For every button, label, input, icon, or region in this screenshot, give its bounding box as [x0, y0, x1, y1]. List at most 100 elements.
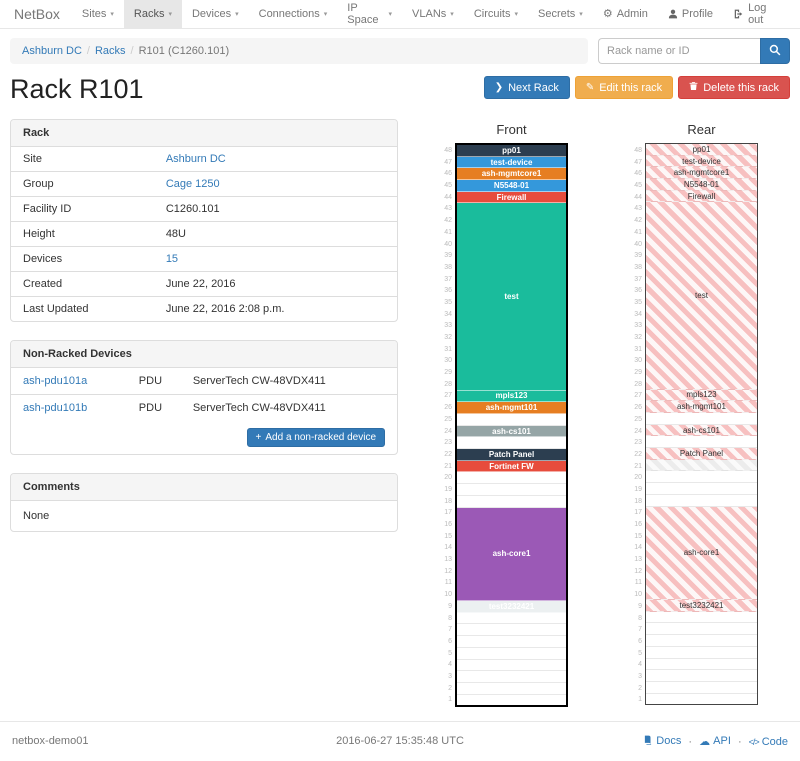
unit-number: 12 [634, 567, 642, 575]
rack-unit-empty [646, 471, 757, 484]
unit-number: 43 [634, 205, 642, 213]
rack-elevations: Front 48 47 46 45 44 43 42 41 40 39 38 37 36 35 34 33 32… [410, 119, 790, 707]
nav-item-vlans[interactable]: VLANs ▾ [402, 0, 464, 28]
rack-device-test[interactable]: test [646, 202, 757, 390]
unit-number: 19 [634, 485, 642, 493]
unit-number: 28 [634, 380, 642, 388]
rack-device-firewall[interactable]: Firewall [646, 190, 757, 203]
code-icon: </> [748, 736, 760, 747]
unit-number: 37 [444, 275, 452, 283]
rack-device-test-device[interactable]: test-device [646, 155, 757, 168]
page-footer: netbox-demo01 2016-06-27 15:35:48 UTC Do… [0, 720, 800, 761]
unit-number: 7 [638, 626, 642, 634]
rack-device-ash-core1[interactable]: ash-core1 [646, 506, 757, 601]
search-button[interactable] [760, 38, 790, 64]
attribute-value-link[interactable]: Cage 1250 [165, 178, 220, 190]
unit-number: 27 [634, 392, 642, 400]
rack-device-ash-mgmtcore1[interactable]: ash-mgmtcore1 [457, 168, 566, 181]
rack-device-patch-panel[interactable]: Patch Panel [646, 448, 757, 460]
nav-item-racks[interactable]: Racks ▾ [123, 0, 182, 28]
app-brand[interactable]: NetBox [14, 6, 60, 22]
docs-link[interactable]: Docs [643, 735, 681, 748]
rack-device-n5548-01[interactable]: N5548-01 [646, 179, 757, 191]
device-name-link[interactable]: ash-pdu101a [23, 375, 88, 387]
nav-item-devices[interactable]: Devices ▾ [182, 0, 249, 28]
rack-unit-empty [457, 437, 566, 450]
nav-item-sites[interactable]: Sites ▾ [72, 0, 124, 28]
unit-number: 1 [448, 696, 452, 704]
rack-unit-empty [457, 636, 566, 648]
rack-unit-empty [457, 612, 566, 625]
rack-device-fortinet-fw[interactable]: Fortinet FW [457, 460, 566, 473]
breadcrumb-site-link[interactable]: Ashburn DC [22, 45, 82, 57]
nav-profile[interactable]: Profile [658, 0, 723, 28]
nav-admin[interactable]: ⚙ Admin [593, 0, 658, 28]
rack-unit-empty [646, 413, 757, 425]
next-rack-label: Next Rack [508, 81, 559, 94]
rack-unit-empty [457, 671, 566, 683]
delete-rack-button[interactable]: Delete this rack [678, 76, 790, 99]
chevron-down-icon: ▾ [235, 11, 239, 18]
comments-body: None [23, 510, 50, 522]
rack-device-test3232421[interactable]: test3232421 [457, 601, 566, 613]
rack-device-pp01[interactable]: pp01 [646, 144, 757, 156]
rack-device-test[interactable]: test [457, 203, 566, 391]
nav-logout-label: Log out [748, 2, 767, 26]
rack-device-ash-core1[interactable]: ash-core1 [457, 507, 566, 602]
unit-number: 33 [634, 322, 642, 330]
unit-number: 44 [444, 193, 452, 201]
nav-item-ip-space[interactable]: IP Space ▾ [337, 0, 402, 28]
next-rack-button[interactable]: ❯ Next Rack [483, 76, 570, 99]
nav-item-secrets[interactable]: Secrets ▾ [528, 0, 593, 28]
rack-unit-empty [646, 693, 757, 704]
rack-device-firewall[interactable]: Firewall [457, 191, 566, 204]
rack-device-ash-mgmt101[interactable]: ash-mgmt101 [457, 402, 566, 414]
rack-device-test3232421[interactable]: test3232421 [646, 600, 757, 612]
rack-device-ash-mgmt101[interactable]: ash-mgmt101 [646, 401, 757, 413]
navbar-right: ⚙ Admin Profile Log out [593, 0, 792, 28]
rack-device-mpls123[interactable]: mpls123 [646, 389, 757, 402]
attribute-value: June 22, 2016 [153, 271, 397, 297]
unit-number: 11 [634, 579, 642, 587]
chevron-down-icon: ▾ [450, 11, 454, 18]
rack-device-ash-cs101[interactable]: ash-cs101 [646, 424, 757, 437]
edit-rack-label: Edit this rack [599, 81, 663, 94]
rack-unit-empty [646, 658, 757, 671]
unit-number: 22 [634, 450, 642, 458]
unit-number: 25 [634, 415, 642, 423]
edit-rack-button[interactable]: ✎ Edit this rack [574, 76, 674, 99]
rack-device-mpls123[interactable]: mpls123 [457, 390, 566, 403]
rack-device-patch-panel[interactable]: Patch Panel [457, 449, 566, 461]
breadcrumb-racks-link[interactable]: Racks [94, 45, 126, 57]
nav-logout[interactable]: Log out [723, 0, 792, 28]
unit-number: 39 [634, 252, 642, 260]
unit-number: 7 [448, 626, 452, 634]
attribute-label: Facility ID [11, 196, 154, 222]
nav-item-label: Devices [191, 8, 232, 20]
nav-item-connections[interactable]: Connections ▾ [249, 0, 338, 28]
unit-number: 25 [444, 415, 452, 423]
rack-device-ash-mgmtcore1[interactable]: ash-mgmtcore1 [646, 167, 757, 180]
add-non-racked-device-button[interactable]: + Add a non-racked device [246, 428, 385, 447]
table-row: Devices 15 [11, 246, 397, 272]
unit-number: 21 [634, 462, 642, 470]
rack-device-ash-cs101[interactable]: ash-cs101 [457, 425, 566, 438]
attribute-value: C1260.101 [153, 196, 397, 222]
code-link[interactable]: </> Code [749, 736, 788, 748]
unit-number: 48 [634, 147, 642, 154]
rack-device-n5548-01[interactable]: N5548-01 [457, 180, 566, 192]
rack-unit-empty [646, 436, 757, 449]
rack-search-input[interactable] [598, 38, 760, 64]
rack-device-test-device[interactable]: test-device [457, 156, 566, 169]
api-link[interactable]: ☁ API [699, 735, 731, 748]
rack-device-pp01[interactable]: pp01 [457, 145, 566, 157]
nav-item-circuits[interactable]: Circuits ▾ [464, 0, 528, 28]
table-row: ash-pdu101a PDU ServerTech CW-48VDX411 [11, 368, 397, 395]
attribute-value-link[interactable]: Ashburn DC [165, 153, 226, 165]
rear-unit-numbers: 48 47 46 45 44 43 42 41 40 39 38 37 36 35 34 33 32 31 30 29… [632, 143, 645, 706]
attribute-value-link[interactable]: 15 [165, 253, 179, 265]
device-name-link[interactable]: ash-pdu101b [23, 402, 88, 414]
breadcrumb: Ashburn DC / Racks / R101 (C1260.101) [10, 38, 588, 64]
attribute-label: Devices [11, 246, 154, 272]
topbar: Ashburn DC / Racks / R101 (C1260.101) [10, 38, 790, 64]
